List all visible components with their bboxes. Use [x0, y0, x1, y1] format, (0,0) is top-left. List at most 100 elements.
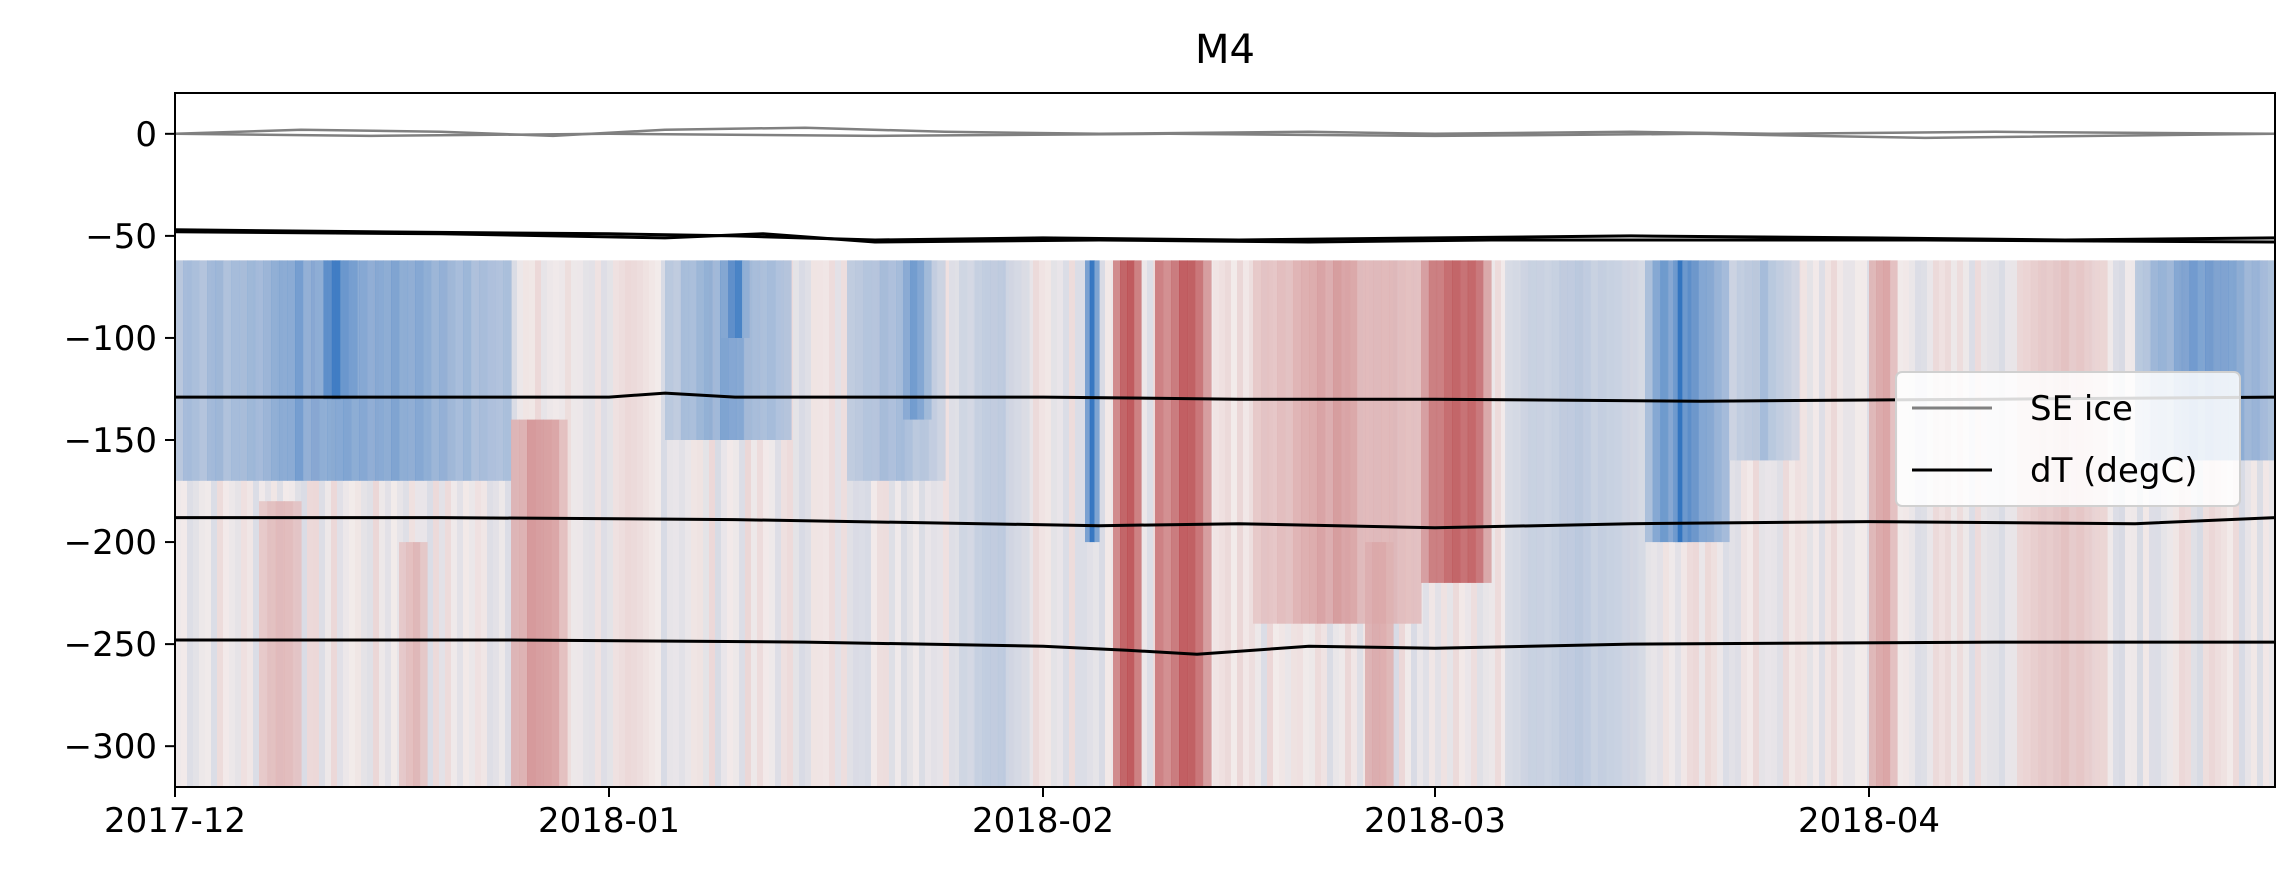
series-line-5 [175, 516, 2276, 530]
heatmap-anomaly-7 [863, 260, 873, 481]
heatmap-anomaly-0 [487, 260, 496, 481]
heatmap-anomaly-15 [1436, 260, 1445, 583]
heatmap-anomaly-4 [413, 542, 421, 787]
heatmap-anomaly-7 [879, 260, 889, 481]
heatmap-anomaly-0 [263, 260, 272, 481]
legend-label-se-ice: SE ice [2030, 389, 2133, 429]
heatmap-stripe [2251, 260, 2257, 787]
heatmap-anomaly-0 [279, 260, 288, 481]
heatmap-stripe [1933, 260, 1939, 787]
heatmap-stripe [445, 260, 451, 787]
heatmap-stripe [211, 260, 217, 787]
heatmap-anomaly-0 [375, 260, 384, 481]
heatmap-anomaly-3 [275, 501, 285, 787]
heatmap-stripe [709, 260, 715, 787]
heatmap-anomaly-16 [1551, 260, 1561, 787]
y-tick-label-1: −50 [85, 217, 157, 257]
heatmap-stripe [2167, 260, 2173, 787]
heatmap-stripe [2191, 260, 2197, 787]
heatmap-anomaly-16 [1520, 260, 1529, 787]
heatmap-stripe [1843, 260, 1849, 787]
heatmap-anomaly-22 [2236, 260, 2245, 461]
heatmap-stripe [877, 260, 883, 787]
heatmap-anomaly-3 [284, 501, 294, 787]
heatmap-anomaly-22 [2166, 260, 2175, 461]
heatmap-stripe [685, 260, 691, 787]
heatmap-stripe [1069, 260, 1075, 787]
heatmap-anomaly-8 [910, 260, 918, 420]
heatmap-stripe [847, 260, 853, 787]
heatmap-anomaly-4 [420, 542, 428, 787]
heatmap-anomaly-0 [359, 260, 368, 481]
heatmap-anomaly-13 [1341, 260, 1350, 624]
heatmap-anomaly-15 [1421, 260, 1430, 583]
heatmap-anomaly-0 [183, 260, 192, 481]
heatmap-anomaly-2 [519, 419, 528, 787]
heatmap-anomaly-3 [267, 501, 277, 787]
heatmap-anomaly-11 [1113, 260, 1121, 787]
heatmap-anomaly-19 [1760, 260, 1769, 461]
heatmap-anomaly-16 [1543, 260, 1553, 787]
heatmap-anomaly-13 [1309, 260, 1318, 624]
heatmap-anomaly-22 [2220, 260, 2229, 461]
heatmap-stripe [1819, 260, 1825, 787]
heatmap-anomaly-0 [255, 260, 264, 481]
legend: SE ice dT (degC) [1895, 371, 2241, 507]
x-tick-label-3: 2018-03 [1364, 801, 1506, 841]
heatmap-stripe [2185, 260, 2191, 787]
heatmap-stripe [787, 260, 793, 787]
heatmap-stripe [397, 260, 403, 787]
heatmap-stripe [1489, 260, 1495, 787]
heatmap-anomaly-0 [175, 260, 184, 481]
heatmap-stripe [1855, 260, 1861, 787]
heatmap-anomaly-13 [1389, 260, 1398, 624]
heatmap-anomaly-19 [1744, 260, 1753, 461]
heatmap-anomaly-5 [751, 260, 761, 440]
heatmap-stripe [1801, 260, 1807, 787]
heatmap-stripe [733, 260, 739, 787]
heatmap-anomaly-5 [720, 260, 729, 440]
heatmap-stripe [2227, 260, 2233, 787]
heatmap-anomaly-22 [2197, 260, 2206, 461]
y-tick-label-0: 0 [135, 115, 157, 155]
heatmap-anomaly-2 [527, 419, 536, 787]
heatmap-anomaly-15 [1459, 260, 1469, 583]
heatmap-stripe [1501, 260, 1507, 787]
heatmap-anomaly-0 [479, 260, 488, 481]
heatmap-anomaly-1 [331, 260, 341, 400]
heatmap-anomaly-22 [2212, 260, 2222, 461]
heatmap-stripe [775, 260, 781, 787]
heatmap-stripe [643, 260, 649, 787]
heatmap-stripe [313, 260, 319, 787]
x-tick-label-1: 2018-01 [538, 801, 680, 841]
heatmap-stripe [469, 260, 475, 787]
heatmap-anomaly-19 [1783, 260, 1792, 461]
heatmap-stripe [2179, 260, 2185, 787]
heatmap-anomaly-22 [2259, 260, 2268, 461]
heatmap-stripe [721, 260, 727, 787]
heatmap-anomaly-5 [759, 260, 768, 440]
heatmap-stripe [223, 260, 229, 787]
heatmap-anomaly-7 [871, 260, 881, 481]
heatmap-stripe [2263, 260, 2269, 787]
heatmap-stripe [493, 260, 499, 787]
heatmap-anomaly-5 [783, 260, 792, 440]
heatmap-anomaly-22 [2158, 260, 2167, 461]
heatmap-anomaly-16 [1536, 260, 1545, 787]
heatmap-stripe [595, 260, 601, 787]
heatmap-stripe [349, 260, 355, 787]
heatmap-stripe [361, 260, 367, 787]
heatmap-anomaly-19 [1791, 260, 1800, 461]
heatmap-stripe [433, 260, 439, 787]
heatmap-stripe [2233, 260, 2239, 787]
heatmap-anomaly-13 [1277, 260, 1286, 624]
heatmap-anomaly-6 [728, 260, 736, 338]
heatmap-anomaly-5 [665, 260, 674, 440]
heatmap-anomaly-0 [455, 260, 464, 481]
heatmap-stripe [355, 260, 361, 787]
heatmap-stripe [1927, 260, 1933, 787]
y-tick-label-6: −300 [64, 727, 157, 767]
heatmap-anomaly-0 [215, 260, 224, 481]
heatmap-anomaly-5 [728, 260, 737, 440]
series-line-1 [174, 132, 2276, 140]
